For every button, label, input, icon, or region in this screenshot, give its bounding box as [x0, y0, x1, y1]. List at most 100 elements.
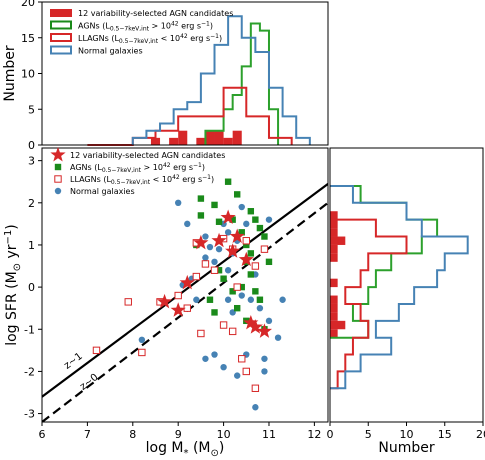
- scatter-xtick-label: 11: [262, 428, 276, 441]
- scatter-point-agn: [220, 275, 227, 282]
- scatter-point-agn: [256, 296, 264, 303]
- legend-superscript: −1: [202, 174, 211, 181]
- scatter-point-llagn: [54, 175, 62, 183]
- legend-subscript: 0.5−7keV,int: [111, 179, 151, 186]
- scatter-point-normal: [202, 355, 209, 362]
- scatter-point-agn: [256, 224, 264, 232]
- scatter-point-normal: [174, 199, 182, 206]
- scatter-point-normal: [224, 229, 232, 236]
- top-histogram-panel: 0 5 10 15 20 Number 12 variability-selected AG…: [2, 0, 329, 152]
- scatter-point-normal: [252, 404, 259, 411]
- legend-text-part: erg s: [180, 175, 202, 184]
- scatter-point-normal: [247, 296, 255, 303]
- scatter-point-llagn: [251, 384, 260, 392]
- right-xtick-label: 10: [400, 428, 414, 441]
- scatter-point-normal: [220, 364, 227, 371]
- top-legend: 12 variability-selected AGN candidates AG…: [50, 9, 233, 56]
- scatter-point-candidate: [50, 147, 66, 162]
- scatter-point-normal: [256, 304, 264, 312]
- scatter-point-candidate: [179, 274, 195, 290]
- scatter-point-normal: [238, 292, 245, 299]
- scatter-legend-label-normal: Normal galaxies: [70, 187, 135, 196]
- scatter-point-normal: [265, 216, 273, 223]
- scatter-point-agn: [234, 304, 241, 312]
- legend-text-part: > 10: [149, 22, 171, 31]
- scatter-point-normal: [138, 336, 146, 343]
- right-hist-step-normal: [330, 184, 469, 390]
- top-ytick-label: 20: [21, 0, 35, 9]
- scatter-point-candidate: [156, 293, 173, 309]
- ylabel-subscript: ⊙: [12, 263, 23, 271]
- xlabel-subscript: *: [184, 448, 189, 459]
- legend-superscript: 42: [180, 33, 188, 40]
- scatter-axes-frame: [41, 147, 329, 423]
- xlabel-text: log M: [146, 440, 184, 456]
- scatter-point-candidate: [220, 209, 236, 225]
- ylabel-superscript: −1: [3, 230, 14, 245]
- scatter-legend-label-agns: AGNs (L0.5−7keV,int > 1042 erg s−1): [70, 162, 205, 174]
- scatter-point-normal: [215, 245, 223, 253]
- scatter-point-normal: [279, 296, 286, 303]
- scatter-point-candidate: [211, 232, 227, 248]
- legend-text-part: LLAGNs (L: [78, 34, 119, 43]
- scatter-ytick-label: 0: [28, 281, 35, 294]
- scatter-legend: 12 variability-selected AGN candidates AG…: [50, 147, 225, 196]
- scatter-point-agn: [215, 267, 223, 274]
- scatter-point-llagn: [192, 272, 201, 281]
- scatter-point-normal: [206, 243, 214, 251]
- right-hist-bar-candidates: [330, 329, 338, 338]
- top-ytick-label: 15: [21, 32, 35, 45]
- xlabel-close: ): [219, 440, 224, 456]
- scatter-point-llagn: [251, 262, 260, 270]
- scatter-point-agn: [211, 309, 218, 316]
- scatter-point-llagn: [219, 321, 228, 329]
- legend-subscript: 0.5−7keV,int: [102, 167, 142, 174]
- scatter-ytick-label: 2: [28, 197, 35, 210]
- scatter-ytick-label: -1: [24, 323, 35, 336]
- scatter-point-agn: [243, 241, 250, 249]
- scatter-point-llagn: [238, 355, 246, 363]
- right-hist-bar-candidates: [330, 244, 338, 254]
- right-hist-bar-candidates: [330, 320, 346, 330]
- top-hist-bar-candidates: [150, 137, 161, 145]
- right-hist-bar-candidates: [330, 211, 338, 220]
- scatter-point-normal: [211, 351, 218, 358]
- top-legend-swatch-llagns: [50, 33, 72, 42]
- legend-text-part: Normal galaxies: [78, 47, 143, 56]
- scatter-xtick-label: 9: [175, 428, 182, 441]
- right-hist-bar-candidates: [330, 253, 338, 262]
- top-legend-label-normal: Normal galaxies: [78, 47, 143, 56]
- scatter-point-normal: [211, 258, 218, 266]
- xlabel-unit: (M: [193, 440, 211, 456]
- scatter-point-agn: [229, 288, 236, 295]
- scatter-ytick-label: 1: [28, 239, 35, 252]
- right-hist-bar-candidates: [330, 295, 338, 304]
- scatter-point-llagn: [138, 348, 146, 357]
- scatter-point-candidate: [256, 323, 273, 338]
- legend-text-part: erg s: [188, 34, 210, 43]
- right-hist-step-llagns: [330, 218, 408, 390]
- legend-superscript: −1: [193, 162, 202, 169]
- legend-text-part: Normal galaxies: [70, 187, 135, 196]
- legend-text-part: AGNs (L: [78, 22, 110, 31]
- right-xlabel: Number: [378, 440, 434, 456]
- right-hist-bar-candidates: [330, 312, 338, 321]
- top-hist-bar-candidates: [196, 137, 206, 145]
- main-sequence-line-z1: [42, 182, 328, 398]
- scatter-point-agn: [197, 195, 205, 202]
- top-hist-bar-candidates: [232, 130, 242, 145]
- scatter-point-agn: [224, 178, 232, 185]
- ylabel-close: ): [4, 224, 20, 229]
- scatter-point-llagn: [242, 367, 250, 376]
- scatter-point-agn: [238, 283, 245, 291]
- scatter-point-agn: [252, 216, 259, 223]
- scatter-point-candidate: [229, 228, 245, 243]
- scatter-ylabel: log SFR (M⊙ yr−1): [3, 224, 23, 346]
- scatter-point-candidate: [243, 314, 259, 330]
- scatter-legend-label-candidates: 12 variability-selected AGN candidates: [70, 151, 225, 160]
- legend-text-part: < 10: [150, 175, 172, 184]
- scatter-point-normal: [238, 203, 245, 211]
- legend-text-part: ): [202, 163, 205, 172]
